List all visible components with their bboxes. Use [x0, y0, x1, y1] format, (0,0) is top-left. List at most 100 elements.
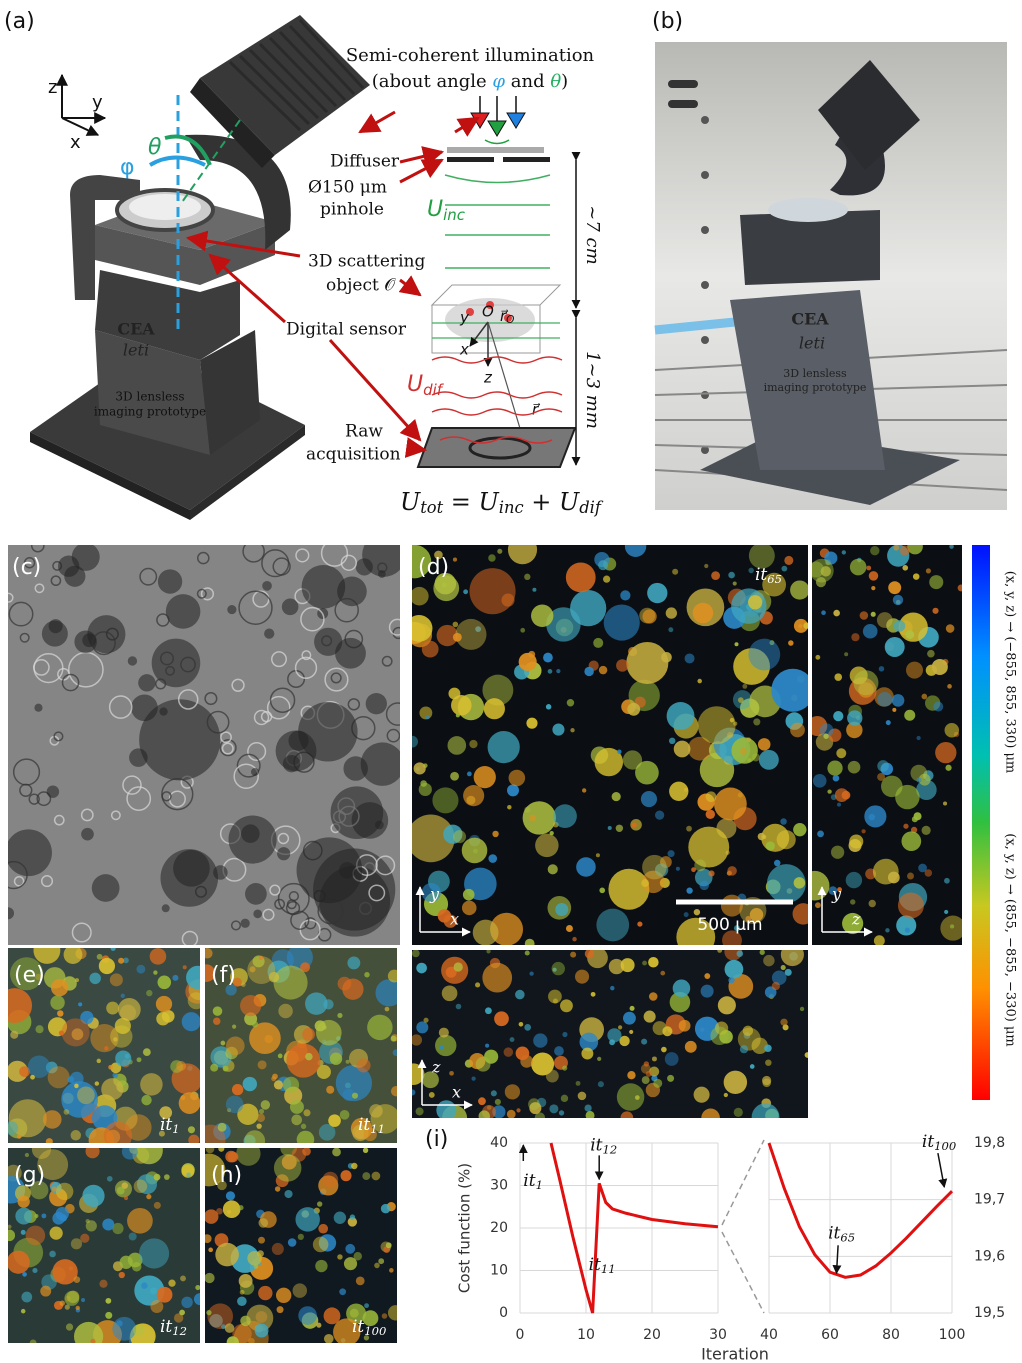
cell: [240, 995, 261, 1016]
cell: [593, 638, 603, 648]
cell: [121, 994, 125, 998]
cell: [449, 1071, 454, 1076]
equation: Utot = Uinc + Udif: [400, 488, 604, 517]
cell: [893, 595, 903, 605]
cell: [410, 587, 429, 606]
cell: [728, 977, 734, 983]
cell: [344, 1257, 357, 1270]
cell: [529, 971, 533, 975]
cell: [80, 1234, 89, 1243]
cell: [181, 1297, 192, 1308]
cell: [141, 1282, 148, 1289]
cell: [479, 1110, 490, 1121]
cell: [244, 1130, 265, 1151]
cell: [389, 1268, 394, 1273]
cell: [491, 1090, 497, 1096]
cell: [699, 881, 709, 891]
cell: [874, 935, 885, 946]
cell: [734, 642, 738, 646]
cell: [758, 738, 771, 751]
cell: [283, 1077, 299, 1093]
pinhole-plate: [503, 157, 550, 162]
cell: [419, 783, 432, 796]
cell: [570, 952, 576, 958]
cell: [575, 970, 589, 984]
cell: [630, 1006, 635, 1011]
cell: [816, 577, 826, 587]
y-tick-label: 20: [490, 1220, 508, 1236]
cell: [284, 1190, 292, 1198]
cell: [4, 1121, 18, 1135]
cell: [833, 775, 840, 782]
cell: [781, 566, 787, 572]
subscript: 1: [536, 1178, 543, 1192]
dark-cell: [335, 638, 366, 669]
cell: [71, 1130, 81, 1140]
cell: [475, 982, 480, 987]
cell: [877, 612, 893, 628]
wall-hole: [701, 336, 709, 344]
cell: [676, 867, 680, 871]
cell: [154, 1202, 161, 1209]
cell: [748, 639, 780, 671]
cell: [64, 945, 83, 964]
panel-label: (f): [211, 963, 236, 988]
cell: [188, 1135, 199, 1146]
cell: [833, 610, 840, 617]
cell: [581, 1048, 593, 1060]
cell: [849, 834, 863, 848]
cell: [864, 805, 886, 827]
y-tick-label: 10: [490, 1263, 508, 1279]
cell: [272, 1243, 284, 1255]
figure: (a)(b)(c)(d)(e)(f)(g)(h)(i)CEAleti3D len…: [0, 0, 1022, 1363]
cell: [423, 1018, 428, 1023]
cell: [286, 1044, 320, 1078]
cell: [669, 782, 688, 801]
pointer-arrow: [455, 118, 478, 132]
object-axis: O: [482, 303, 494, 321]
cell: [504, 1047, 513, 1056]
cell: [188, 992, 205, 1009]
cell: [505, 1084, 520, 1099]
cell: [226, 1096, 244, 1114]
panel-label: (d): [418, 555, 449, 580]
y-tick-label: 30: [490, 1178, 508, 1194]
cell: [172, 975, 178, 981]
cell: [435, 1035, 456, 1056]
cell: [124, 1196, 128, 1200]
cell: [436, 1100, 456, 1120]
dark-cell: [282, 599, 299, 616]
cell: [653, 1079, 662, 1088]
cell: [369, 1104, 383, 1118]
cell: [734, 1108, 743, 1117]
cell: [555, 903, 568, 916]
axis-label: y: [429, 885, 440, 904]
cell: [834, 673, 842, 681]
cell: [473, 920, 499, 946]
panel-label: (a): [4, 9, 35, 34]
cell: [482, 963, 512, 993]
cell: [213, 1006, 223, 1016]
axis-label: x: [70, 132, 81, 153]
cell: [210, 1064, 218, 1072]
cell: [337, 1254, 342, 1259]
cell: [43, 1110, 62, 1129]
cell: [885, 928, 889, 932]
annotation: 3D scattering: [308, 252, 425, 272]
cell: [258, 1286, 272, 1300]
cell: [612, 792, 621, 801]
cell: [660, 971, 665, 976]
cell: [73, 1276, 80, 1283]
cell: [305, 1053, 312, 1060]
cell: [693, 603, 714, 624]
cell: [597, 1057, 601, 1061]
cell: [332, 1148, 341, 1157]
cell: [30, 1075, 35, 1080]
cell: [766, 841, 775, 850]
cell: [760, 950, 765, 955]
device-caption: imaging prototype: [94, 405, 206, 419]
cell: [701, 985, 714, 998]
cell: [252, 1021, 258, 1027]
x-tick-label: 0: [516, 1327, 525, 1343]
subscript: 100: [934, 1139, 956, 1153]
